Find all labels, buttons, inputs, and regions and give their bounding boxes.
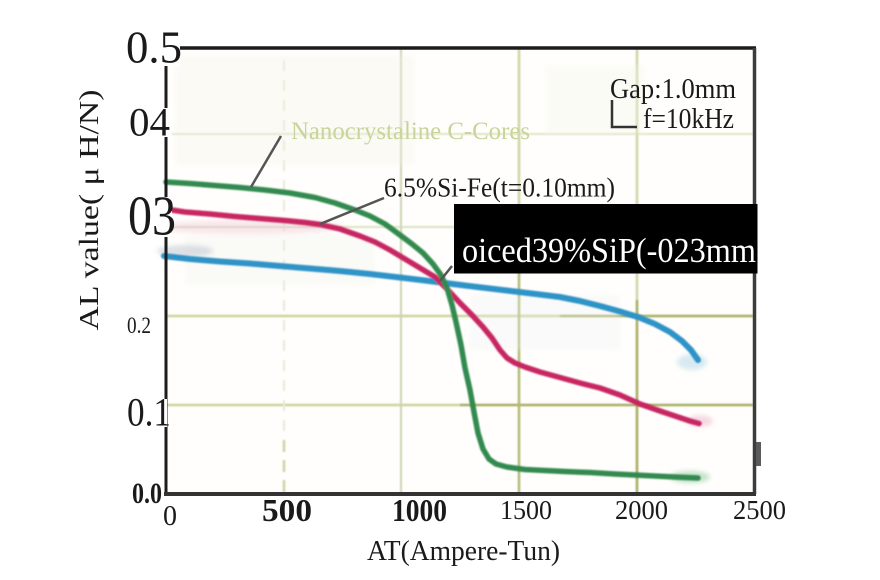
svg-text:0.0: 0.0 — [132, 477, 162, 510]
svg-text:500: 500 — [262, 492, 312, 528]
svg-text:0.1: 0.1 — [127, 390, 171, 435]
svg-text:Gap:1.0mm: Gap:1.0mm — [610, 74, 736, 105]
svg-text:1500: 1500 — [500, 495, 552, 525]
svg-text:0.2: 0.2 — [127, 313, 151, 338]
svg-text:0.5: 0.5 — [126, 23, 182, 73]
svg-text:f=10kHz: f=10kHz — [643, 104, 734, 135]
svg-text:6.5%Si-Fe(t=0.10mm): 6.5%Si-Fe(t=0.10mm) — [384, 172, 615, 203]
svg-text:03: 03 — [128, 186, 176, 248]
svg-text:0: 0 — [163, 501, 177, 532]
svg-text:2500: 2500 — [733, 495, 786, 525]
svg-text:1000: 1000 — [392, 492, 447, 528]
svg-text:04: 04 — [129, 100, 170, 145]
svg-text:AT(Ampere-Tun): AT(Ampere-Tun) — [367, 536, 560, 567]
svg-text:2000: 2000 — [615, 495, 668, 525]
svg-text:AL value( μ H/N): AL value( μ H/N) — [74, 90, 104, 331]
svg-text:Nanocrystaline C-Cores: Nanocrystaline C-Cores — [291, 118, 530, 145]
svg-text:oiced39%SiP(-023mm: oiced39%SiP(-023mm — [462, 231, 756, 270]
